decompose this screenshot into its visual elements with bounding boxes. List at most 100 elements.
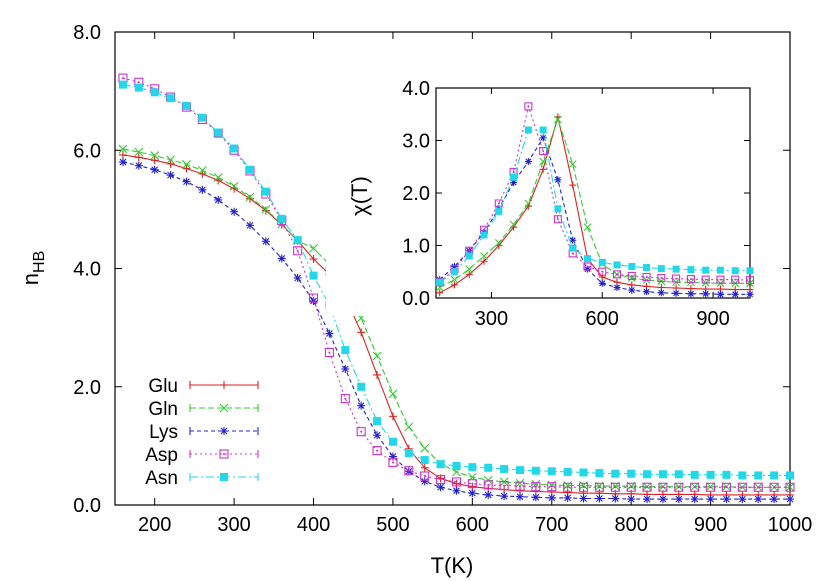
inset-plot: 300 600 900 0.0 1.0 2.0 3.0 4.0 χ(T): [326, 76, 780, 330]
data-point: [563, 493, 572, 502]
data-point: [404, 466, 414, 476]
inset-data-point: [583, 223, 592, 232]
legend-label: Asp: [145, 445, 178, 466]
y-tick-label: 8.0: [73, 22, 101, 44]
data-point: [595, 494, 604, 503]
data-point: [594, 482, 604, 492]
data-point: [674, 470, 683, 479]
data-point: [150, 88, 159, 97]
inset-data-point: [643, 264, 651, 272]
inset-data-point: [465, 270, 473, 278]
data-point: [118, 144, 128, 154]
inset-y-tick-label: 3.0: [402, 131, 430, 153]
x-tick-label: 400: [297, 514, 330, 536]
data-point: [563, 482, 573, 492]
data-point: [483, 480, 493, 490]
legend-marker: [219, 403, 229, 413]
data-point: [388, 389, 398, 399]
inset-data-point: [494, 238, 503, 247]
data-point: [246, 221, 254, 230]
inset-data-point: [731, 275, 740, 284]
data-point: [484, 463, 493, 472]
legend-label: Asn: [145, 468, 178, 489]
inset-data-point: [524, 158, 532, 165]
data-point: [118, 158, 127, 167]
inset-y-axis-label: χ(T): [347, 176, 372, 216]
inset-data-point: [642, 272, 651, 282]
x-tick-label: 900: [694, 514, 727, 536]
data-point: [627, 495, 636, 504]
data-point: [293, 246, 303, 256]
data-point: [753, 482, 763, 492]
y-tick-label: 6.0: [73, 140, 101, 162]
data-point: [786, 471, 794, 480]
data-point: [595, 469, 604, 478]
data-point: [737, 482, 747, 492]
data-point: [484, 490, 493, 499]
inset-data-point: [436, 278, 444, 286]
data-point: [452, 461, 461, 470]
inset-axis-ticks: 300 600 900 0.0 1.0 2.0 3.0 4.0: [402, 78, 750, 330]
data-point: [467, 479, 477, 489]
data-point: [611, 469, 620, 478]
y-axis-label-sub: HB: [31, 251, 48, 273]
inset-data-point: [598, 258, 606, 266]
inset-data-point: [539, 146, 548, 156]
inset-data-point: [627, 271, 636, 281]
data-point: [578, 482, 589, 492]
inset-y-tick-label: 2.0: [402, 183, 430, 205]
inset-data-point: [598, 279, 606, 287]
data-point: [769, 482, 779, 492]
data-point: [166, 171, 175, 180]
data-point: [166, 155, 175, 165]
data-point: [436, 483, 445, 492]
data-point: [230, 207, 239, 216]
data-point: [452, 479, 461, 488]
y-axis-label-base: n: [18, 273, 43, 285]
data-point: [293, 236, 302, 245]
data-point: [246, 165, 254, 174]
x-tick-label: 500: [376, 514, 409, 536]
x-tick-label: 1000: [768, 514, 813, 536]
legend-item-asn: Asn: [145, 468, 259, 489]
data-point: [373, 370, 382, 379]
data-point: [325, 329, 334, 338]
legend-item-lys: Lys: [149, 422, 259, 443]
data-point: [754, 471, 763, 480]
inset-data-point: [554, 205, 562, 213]
data-point: [388, 437, 397, 446]
series-lys: [118, 158, 794, 504]
data-point: [388, 457, 398, 467]
data-point: [293, 273, 302, 282]
x-tick-label: 300: [217, 514, 250, 536]
inset-data-point: [716, 275, 725, 284]
data-point: [261, 206, 270, 215]
data-point: [579, 494, 588, 503]
data-point: [277, 254, 286, 263]
inset-data-point: [510, 173, 518, 181]
inset-data-point: [628, 286, 636, 294]
inset-series-asn: [436, 126, 754, 286]
data-point: [118, 150, 127, 159]
inset-data-point: [554, 115, 562, 124]
data-point: [357, 382, 366, 391]
legend-item-asp: Asp: [145, 445, 259, 466]
inset-data-point: [480, 252, 488, 260]
data-point: [230, 144, 239, 153]
inset-data-point: [731, 290, 739, 298]
data-point: [372, 351, 382, 361]
data-point: [420, 456, 429, 465]
inset-y-tick-label: 4.0: [402, 78, 430, 100]
inset-data-point: [627, 274, 636, 282]
data-point: [722, 495, 731, 504]
inset-data-point: [450, 281, 458, 289]
inset-data-point: [480, 231, 488, 239]
legend-marker: [220, 427, 228, 435]
data-point: [515, 478, 525, 488]
inset-data-point: [612, 270, 622, 279]
y-axis-label: nHB: [18, 251, 48, 285]
data-point: [738, 471, 747, 480]
inset-data-point: [436, 289, 444, 297]
x-tick-label: 700: [535, 514, 568, 536]
data-point: [182, 101, 191, 110]
